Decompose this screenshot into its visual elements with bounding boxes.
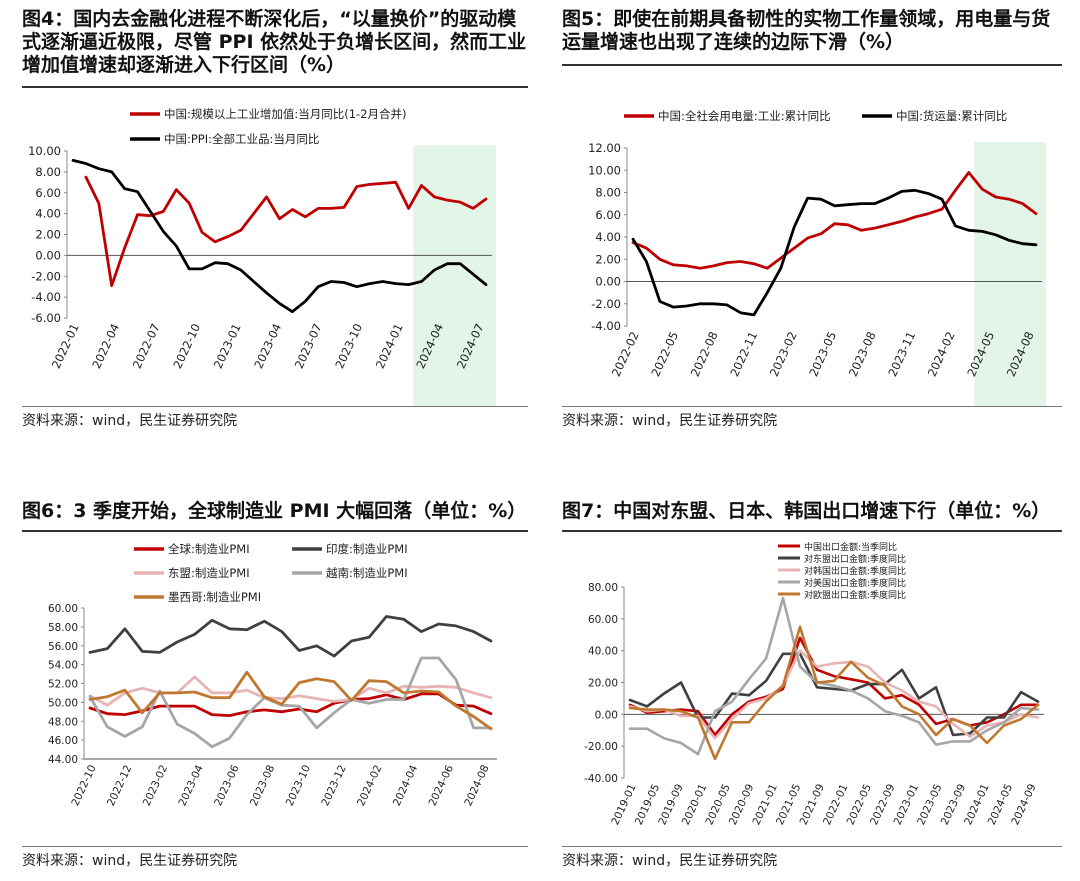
x-tick-label: 2022-05 xyxy=(648,329,681,378)
x-tick-label: 2023-08 xyxy=(846,329,879,378)
y-tick-label: 4.00 xyxy=(35,207,61,221)
y-tick-label: -2.00 xyxy=(31,269,61,283)
y-tick-label: 2.00 xyxy=(35,228,61,242)
legend-label: 中国:全社会用电量:工业:累计同比 xyxy=(658,109,831,123)
figure-5-source: 资料来源：wind，民生证券研究院 xyxy=(562,406,1062,430)
figure-4-panel: 图4：国内去金融化进程不断深化后，“以量换价”的驱动模式逐渐逼近极限，尽管 PP… xyxy=(22,8,528,428)
figure-4-title: 图4：国内去金融化进程不断深化后，“以量换价”的驱动模式逐渐逼近极限，尽管 PP… xyxy=(22,8,528,88)
x-tick-label: 2024-06 xyxy=(427,763,457,808)
legend-label: 对欧盟出口金额:季度同比 xyxy=(804,589,906,601)
x-tick-label: 2023-10 xyxy=(284,763,313,808)
x-tick-label: 2022-10 xyxy=(69,763,98,808)
legend-label: 墨西哥:制造业PMI xyxy=(168,590,261,604)
y-tick-label: 0.00 xyxy=(595,275,621,289)
figure-5-panel: 图5：即使在前期具备韧性的实物工作量领域，用电量与货运量增速也出现了连续的边际下… xyxy=(562,8,1062,428)
y-tick-label: 6.00 xyxy=(595,208,621,222)
figure-7-panel: 图7：中国对东盟、日本、韩国出口增速下行（单位：%） 80.00 60.00 40.… xyxy=(562,500,1062,875)
y-tick-label: 52.00 xyxy=(48,679,78,691)
legend-label: 中国:PPI:全部工业品:当月同比 xyxy=(164,132,319,146)
x-tick-label: 2023-07 xyxy=(292,321,325,370)
x-tick-label: 2023-11 xyxy=(885,329,918,378)
y-tick-label: -2.00 xyxy=(591,297,621,311)
y-tick-label: -20.00 xyxy=(584,741,618,753)
y-tick-label: 48.00 xyxy=(48,716,78,728)
legend-label: 中国出口金额:当季同比 xyxy=(804,541,897,553)
x-tick-label: 2022-01 xyxy=(49,321,82,370)
y-tick-label: 2.00 xyxy=(595,252,621,266)
y-tick-label: 40.00 xyxy=(588,646,618,658)
figure-4-source: 资料来源：wind，民生证券研究院 xyxy=(22,406,528,430)
y-tick-label: 46.00 xyxy=(48,735,78,747)
figure-6-panel: 图6：3 季度开始，全球制造业 PMI 大幅回落（单位：%） 60.00 58.0… xyxy=(22,500,528,875)
y-tick-label: 56.00 xyxy=(48,641,78,653)
x-tick-label: 2022-12 xyxy=(105,763,134,808)
y-tick-label: 50.00 xyxy=(48,697,78,709)
x-tick-label: 2023-02 xyxy=(141,763,170,808)
y-tick-label: 54.00 xyxy=(48,660,78,672)
x-tick-label: 2022-07 xyxy=(130,321,163,370)
x-tick-label: 2024-08 xyxy=(462,763,491,808)
figure-7-chart: 80.0060.0040.0020.000.00-20.00-40.002019… xyxy=(562,534,1062,844)
x-tick-label: 2023-04 xyxy=(176,763,206,808)
x-tick-label: 2022-11 xyxy=(727,329,760,378)
y-tick-label: 80.00 xyxy=(588,582,618,594)
series-line-5 xyxy=(630,627,1038,759)
x-tick-label: 2023-10 xyxy=(332,321,365,370)
x-tick-label: 2024-04 xyxy=(391,763,421,808)
y-tick-label: 10.00 xyxy=(28,144,61,158)
x-tick-label: 2023-12 xyxy=(319,763,348,808)
x-tick-label: 2022-10 xyxy=(170,321,203,370)
x-tick-label: 2023-05 xyxy=(806,329,839,378)
x-tick-label: 2022-04 xyxy=(89,321,122,370)
y-tick-label: 6.00 xyxy=(35,186,61,200)
x-tick-label: 2022-02 xyxy=(609,329,642,378)
figure-6-title: 图6：3 季度开始，全球制造业 PMI 大幅回落（单位：%） xyxy=(22,500,528,532)
legend-label: 印度:制造业PMI xyxy=(326,542,408,556)
figure-5-chart: 12.00 10.00 8.00 6.00 4.00 2.00 0.00 -2.00 -4.00… xyxy=(562,76,1062,406)
legend-label: 对韩国出口金额:季度同比 xyxy=(804,565,906,577)
series-line-5 xyxy=(90,672,491,729)
legend-label: 越南:制造业PMI xyxy=(326,566,408,580)
y-tick-label: 60.00 xyxy=(48,603,78,615)
x-tick-label: 2023-08 xyxy=(248,763,277,808)
figure-7-source: 资料来源：wind，民生证券研究院 xyxy=(562,846,1062,870)
x-tick-label: 2024-02 xyxy=(925,329,958,378)
legend-label: 中国:货运量:累计同比 xyxy=(896,109,1007,123)
legend-label: 全球:制造业PMI xyxy=(168,542,250,556)
x-tick-label: 2023-06 xyxy=(212,763,242,808)
legend-label: 中国:规模以上工业增加值:当月同比(1-2月合并) xyxy=(164,107,407,121)
y-tick-label: 12.00 xyxy=(588,141,621,155)
x-tick-label: 2022-08 xyxy=(688,329,721,378)
x-tick-label: 2024-02 xyxy=(355,763,384,808)
y-tick-label: -4.00 xyxy=(591,319,621,333)
y-tick-label: 8.00 xyxy=(35,165,61,179)
series-line-2 xyxy=(90,617,491,657)
x-tick-label: 2023-01 xyxy=(211,321,244,370)
y-tick-label: 0.00 xyxy=(595,709,618,721)
figure-6-source: 资料来源：wind，民生证券研究院 xyxy=(22,846,528,870)
y-tick-label: 10.00 xyxy=(588,163,621,177)
legend-label: 东盟:制造业PMI xyxy=(168,566,250,580)
y-tick-label: 4.00 xyxy=(595,230,621,244)
figure-5-title: 图5：即使在前期具备韧性的实物工作量领域，用电量与货运量增速也出现了连续的边际下… xyxy=(562,8,1062,66)
y-tick-label: 58.00 xyxy=(48,622,78,634)
series-line-2 xyxy=(630,654,1038,735)
y-tick-label: -40.00 xyxy=(584,773,618,785)
legend-label: 对美国出口金额:季度同比 xyxy=(804,577,906,589)
x-tick-label: 2024-01 xyxy=(373,321,406,370)
x-tick-label: 2023-02 xyxy=(767,329,800,378)
y-tick-label: 60.00 xyxy=(588,614,618,626)
y-tick-label: 20.00 xyxy=(588,678,618,690)
y-tick-label: 44.00 xyxy=(48,754,78,766)
figure-7-title: 图7：中国对东盟、日本、韩国出口增速下行（单位：%） xyxy=(562,500,1062,532)
legend-label: 对东盟出口金额:季度同比 xyxy=(804,553,906,565)
figure-4-chart: 10.00 8.00 6.00 4.00 2.00 0.00 -2.00 -4.00 -6.00… xyxy=(22,96,528,406)
y-tick-label: -6.00 xyxy=(31,311,61,325)
figure-6-chart: 60.00 58.00 56.00 54.00 52.00 50.00 48.00 46.00… xyxy=(22,534,528,844)
y-tick-label: 0.00 xyxy=(35,248,61,262)
y-tick-label: -4.00 xyxy=(31,290,61,304)
y-tick-label: 8.00 xyxy=(595,186,621,200)
x-tick-label: 2023-04 xyxy=(251,321,284,370)
